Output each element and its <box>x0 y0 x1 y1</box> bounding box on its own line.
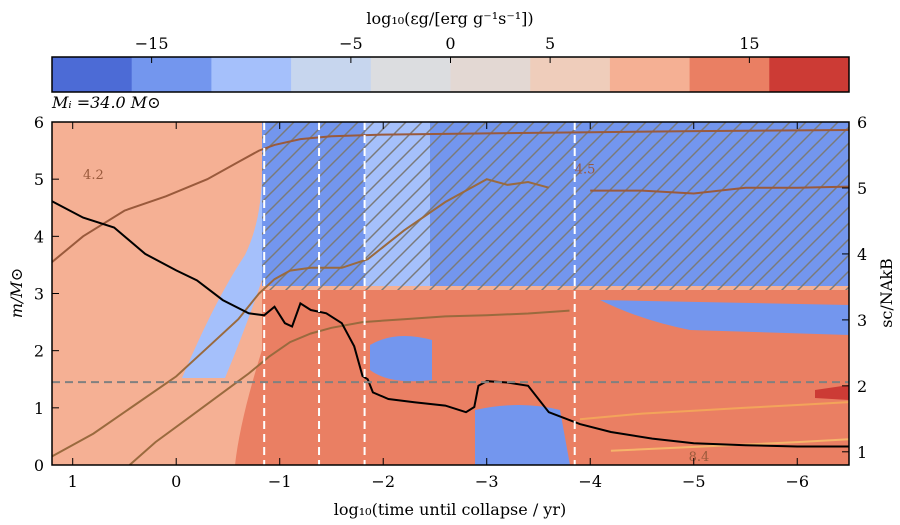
right-tick-label: 5 <box>857 179 867 198</box>
convective-blob-2 <box>475 405 570 465</box>
x-axis-label: log₁₀(time until collapse / yr) <box>334 500 566 519</box>
y-tick-label: 6 <box>34 113 44 132</box>
colorbar-label: log₁₀(εg/[erg g⁻¹s⁻¹]) <box>366 9 533 28</box>
convective-band-right <box>600 300 849 335</box>
x-tick-label: −4 <box>578 472 602 491</box>
contour-line <box>52 129 849 263</box>
y-tick-label: 3 <box>34 285 44 304</box>
right-axis-ticks: 1 2 3 4 5 6 <box>842 113 867 462</box>
colorbar-segment <box>52 57 133 92</box>
right-tick-label: 4 <box>857 245 867 264</box>
colorbar-segment <box>689 57 770 92</box>
colorbar-tick-label: −5 <box>339 34 363 53</box>
inner-light-band <box>182 170 262 378</box>
right-axis-label: sc/NAkB <box>877 258 896 328</box>
colorbar-segment <box>530 57 611 92</box>
x-tick-label: 1 <box>68 472 78 491</box>
colorbar-segment <box>291 57 372 92</box>
colorbar-segment <box>609 57 691 92</box>
colorbar-tick-label: 5 <box>545 34 555 53</box>
y-tick-label: 2 <box>34 342 44 361</box>
colorbar-segment <box>131 57 212 92</box>
x-tick-label: −6 <box>785 472 809 491</box>
contour-line <box>590 185 849 195</box>
colorbar-segment <box>769 57 850 92</box>
x-tick-label: −1 <box>268 472 292 491</box>
contour-line <box>579 401 849 421</box>
y-tick-label: 1 <box>34 399 44 418</box>
y-axis-label: m/M⊙ <box>7 268 26 318</box>
x-tick-label: −5 <box>682 472 706 491</box>
right-tick-label: 2 <box>857 377 867 396</box>
contour-label: 8.4 <box>689 450 710 465</box>
contour-line <box>128 309 570 465</box>
colorbar-tick-label: 15 <box>739 34 759 53</box>
y-tick-label: 5 <box>34 170 44 189</box>
dashed-vertical-lines <box>263 122 576 465</box>
colorbar-segment <box>370 57 451 92</box>
contour-label: 4.2 <box>83 168 104 183</box>
colorbar-segment <box>450 57 531 92</box>
colorbar: −15 −5 0 5 15 <box>51 34 850 93</box>
contour-label: 4.5 <box>575 162 596 177</box>
right-tick-label: 6 <box>857 113 867 132</box>
burning-region-lower <box>235 290 849 465</box>
right-tick-label: 3 <box>857 311 867 330</box>
colorbar-tick-label: 0 <box>445 34 455 53</box>
y-axis-ticks: 0 1 2 3 4 5 6 <box>34 113 59 475</box>
core-region <box>815 385 849 400</box>
y-tick-label: 0 <box>34 456 44 475</box>
x-tick-label: −3 <box>475 472 499 491</box>
x-axis-ticks: 1 0 −1 −2 −3 −4 −5 −6 <box>68 122 809 491</box>
plot-area: 4.2 4.5 8.4 <box>52 122 849 465</box>
initial-mass-annotation: Mᵢ =34.0 M⊙ <box>51 93 161 112</box>
colorbar-segment <box>211 57 292 92</box>
central-entropy-line <box>52 200 849 448</box>
x-tick-label: −2 <box>371 472 395 491</box>
colorbar-tick-label: −15 <box>135 34 169 53</box>
convective-blob-1 <box>370 336 432 382</box>
y-tick-label: 4 <box>34 227 44 246</box>
right-tick-label: 1 <box>857 443 867 462</box>
x-tick-label: 0 <box>171 472 181 491</box>
